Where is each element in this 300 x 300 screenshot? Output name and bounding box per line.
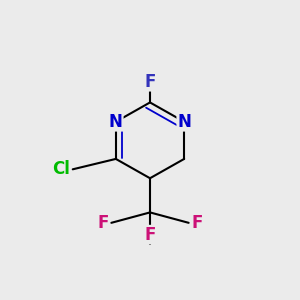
- Text: Cl: Cl: [52, 160, 70, 178]
- Text: N: N: [109, 113, 123, 131]
- Text: F: F: [144, 226, 156, 244]
- Text: N: N: [177, 113, 191, 131]
- Text: F: F: [192, 214, 203, 232]
- Text: F: F: [144, 73, 156, 91]
- Text: F: F: [97, 214, 108, 232]
